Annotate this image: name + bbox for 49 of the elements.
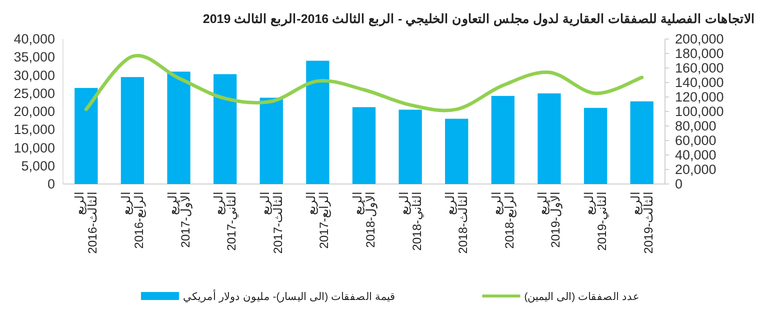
x-tick-label: الربع الأول-2017 <box>165 192 192 248</box>
y2-tick-label: 20,000 <box>675 162 716 177</box>
y-tick-label: 20,000 <box>14 104 55 119</box>
x-tick-label: الربع الرابع-2017 <box>304 192 332 249</box>
x-tick-label: الربع الرابع-2018 <box>489 192 516 249</box>
x-tick-label: الربع الأول-2019 <box>536 192 563 248</box>
bar <box>538 93 561 184</box>
x-tick-label: الربع الثاني-2018 <box>396 192 424 251</box>
bar <box>120 77 144 184</box>
bar <box>491 96 514 184</box>
bar <box>306 60 330 184</box>
bar <box>445 118 468 184</box>
chart-title: الاتجاهات الفصلية للصفقات العقارية لدول مجلس التعاون الخليجي - الربع الثالث 2016-الربع الثالث 2019 <box>202 12 755 27</box>
y2-tick-label: 80,000 <box>675 118 716 134</box>
legend-label: قيمة الصفقات (الى اليسار)- مليون دولار أمريكي <box>183 289 395 303</box>
x-tick-label: الربع الثاني-2017 <box>212 192 239 251</box>
y2-tick-label: 200,000 <box>675 32 724 46</box>
x-tick-label: الربع الأول-2018 <box>350 192 378 248</box>
bar <box>398 110 422 184</box>
x-tick-label: الربع الرابع-2016 <box>118 192 146 249</box>
y-tick-label: 15,000 <box>14 122 55 138</box>
y-tick-label: 0 <box>47 176 55 192</box>
y2-tick-label: 180,000 <box>675 46 724 61</box>
bar <box>584 108 608 184</box>
y-tick-label: 40,000 <box>14 32 55 46</box>
x-tick-label: الربع الثالث-2017 <box>258 192 285 254</box>
bar <box>260 98 283 184</box>
y-tick-label: 35,000 <box>14 50 55 65</box>
y2-tick-label: 160,000 <box>675 60 724 76</box>
x-tick-label: الربع الثاني-2019 <box>582 192 610 251</box>
y-tick-label: 25,000 <box>14 86 55 101</box>
x-tick-label: الربع الثالث-2016 <box>72 192 100 254</box>
bar <box>214 74 237 184</box>
y2-tick-label: 100,000 <box>675 104 724 119</box>
y-tick-label: 10,000 <box>14 140 55 156</box>
legend-label: عدد الصفقات (الى اليمين) <box>524 291 640 303</box>
y-tick-label: 5,000 <box>21 158 55 174</box>
y-tick-label: 30,000 <box>14 68 55 83</box>
y2-tick-label: 120,000 <box>675 90 724 104</box>
y2-tick-label: 140,000 <box>675 75 724 90</box>
x-tick-label: الربع الثالث-2019 <box>628 192 656 254</box>
bar <box>167 72 190 184</box>
y2-tick-label: 60,000 <box>675 133 716 148</box>
y2-tick-label: 40,000 <box>675 148 716 162</box>
bar <box>352 107 376 184</box>
bar <box>74 88 98 184</box>
x-tick-label: الربع الثالث-2018 <box>443 192 470 254</box>
y2-tick-label: 0 <box>675 176 683 192</box>
bar <box>630 101 654 184</box>
